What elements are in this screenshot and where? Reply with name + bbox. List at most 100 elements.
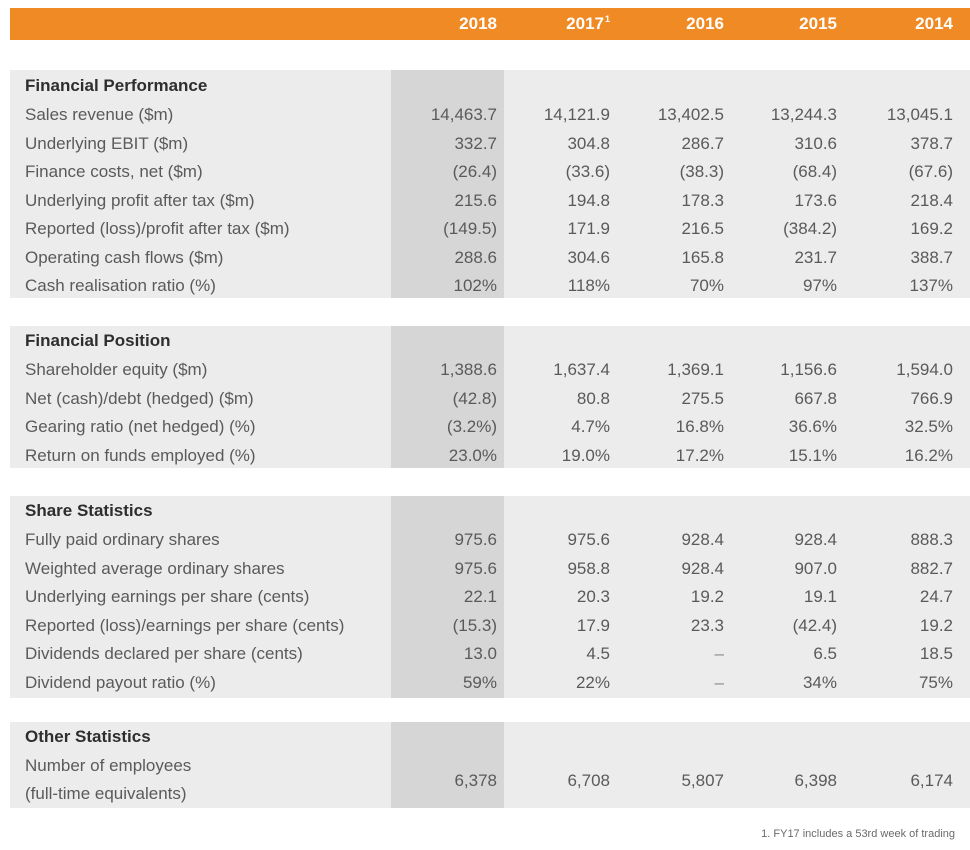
- value-2014: 16.2%: [904, 445, 953, 465]
- value-2014: 378.7: [910, 133, 953, 153]
- row-label: Cash realisation ratio (%): [25, 276, 216, 295]
- value-2014: 6,174: [910, 771, 953, 790]
- row-label: Sales revenue ($m): [25, 105, 174, 124]
- table-row: Underlying earnings per share (cents) 22.…: [10, 583, 970, 611]
- year-header-2017: 20171: [566, 14, 610, 33]
- value-2017: 171.9: [567, 219, 610, 238]
- table-row: Shareholder equity ($m) 1,388.6 1,637.4 1,3…: [10, 356, 970, 384]
- value-2016: 216.5: [681, 219, 724, 238]
- value-2016: 70%: [689, 276, 724, 295]
- table-row: Underlying EBIT ($m) 332.7 304.8 286.7 310.6…: [10, 130, 970, 158]
- value-2014: 75%: [918, 672, 953, 692]
- value-2014: 24.7: [919, 587, 953, 606]
- value-2018: 23.0%: [448, 445, 497, 465]
- value-2015: 6.5: [813, 644, 837, 663]
- value-2016: (38.3): [679, 162, 724, 181]
- value-2016: 5,807: [681, 771, 724, 790]
- row-label: Dividends declared per share (cents): [25, 644, 303, 663]
- table-row: Underlying profit after tax ($m) 215.6 194…: [10, 187, 970, 215]
- value-2014: 1,594.0: [896, 360, 953, 379]
- value-2017: (33.6): [565, 162, 610, 181]
- value-2014: 882.7: [910, 558, 953, 578]
- financial-performance-section: Financial Performance Sales revenue ($m)…: [10, 70, 970, 298]
- value-2014: 218.4: [910, 190, 953, 210]
- value-2017: 4.5: [586, 644, 610, 663]
- financial-position-section: Financial Position Shareholder equity ($…: [10, 326, 970, 468]
- value-2016: 275.5: [681, 388, 724, 408]
- year-header-2015: 2015: [799, 14, 837, 33]
- value-2014: 766.9: [910, 388, 953, 408]
- value-2016: 165.8: [681, 247, 724, 267]
- table-row: Dividend payout ratio (%) 59% 22% – 34% 75%: [10, 669, 970, 697]
- value-2018: 288.6: [454, 247, 497, 267]
- value-2015: 13,244.3: [770, 105, 837, 124]
- value-2016: –: [714, 672, 724, 692]
- value-2015: 310.6: [794, 133, 837, 153]
- value-2017: 1,637.4: [553, 360, 610, 379]
- row-label: Fully paid ordinary shares: [25, 530, 220, 549]
- row-label-line-2: (full-time equivalents): [25, 784, 187, 803]
- value-2017: 958.8: [567, 558, 610, 578]
- value-2018: 22.1: [463, 587, 497, 606]
- table-row: Net (cash)/debt (hedged) ($m) (42.8) 80.8 2…: [10, 385, 970, 413]
- row-label: Operating cash flows ($m): [25, 247, 224, 267]
- year-header-2018: 2018: [459, 14, 497, 33]
- value-2015: 928.4: [794, 530, 837, 549]
- value-2015: 907.0: [794, 558, 837, 578]
- value-2014: (67.6): [908, 162, 953, 181]
- table-row: Return on funds employed (%) 23.0% 19.0% 17…: [10, 442, 970, 470]
- value-2015: 667.8: [794, 388, 837, 408]
- row-label: Shareholder equity ($m): [25, 360, 208, 379]
- section-title: Financial Position: [25, 331, 171, 350]
- value-2018: 6,378: [454, 771, 497, 790]
- year-header-2016: 2016: [686, 14, 724, 33]
- footnote: 1. FY17 includes a 53rd week of trading: [761, 828, 955, 840]
- year-header-bar: 2018 20171 2016 2015 2014: [10, 8, 970, 40]
- value-2016: 1,369.1: [667, 360, 724, 379]
- value-2017: 304.8: [567, 133, 610, 153]
- value-2018: (149.5): [443, 219, 497, 238]
- value-2018: 332.7: [454, 133, 497, 153]
- table-row: Sales revenue ($m) 14,463.7 14,121.9 13,402…: [10, 101, 970, 129]
- value-2017: 22%: [575, 672, 610, 692]
- value-2015: 173.6: [794, 190, 837, 210]
- share-statistics-section: Share Statistics Fully paid ordinary sha…: [10, 496, 970, 698]
- row-label: Underlying profit after tax ($m): [25, 190, 255, 210]
- table-row: Cash realisation ratio (%) 102% 118% 70% 97%…: [10, 272, 970, 300]
- value-2017: 194.8: [567, 190, 610, 210]
- value-2018: 215.6: [454, 190, 497, 210]
- value-2018: (42.8): [452, 388, 497, 408]
- footnote-marker: 1: [604, 14, 610, 24]
- value-2017: 17.9: [576, 615, 610, 635]
- value-2015: 1,156.6: [780, 360, 837, 379]
- value-2016: –: [714, 644, 724, 663]
- value-2018: 975.6: [454, 530, 497, 549]
- value-2016: 17.2%: [675, 445, 724, 465]
- value-2018: 59%: [462, 672, 497, 692]
- value-2014: 137%: [909, 276, 953, 295]
- value-2016: 23.3: [690, 615, 724, 635]
- table-row: Reported (loss)/earnings per share (cent…: [10, 612, 970, 640]
- highlight-column-2018: [391, 722, 504, 808]
- section-title: Financial Performance: [25, 76, 208, 95]
- value-2014: 32.5%: [904, 417, 953, 436]
- value-2017: 19.0%: [561, 445, 610, 465]
- value-2014: 169.2: [910, 219, 953, 238]
- value-2017: 14,121.9: [543, 105, 610, 124]
- value-2017: 20.3: [576, 587, 610, 606]
- value-2016: 16.8%: [675, 417, 724, 436]
- row-label: Underlying EBIT ($m): [25, 133, 189, 153]
- highlight-column-2018: [391, 326, 504, 468]
- table-row: Dividends declared per share (cents) 13.0…: [10, 640, 970, 668]
- row-label: Return on funds employed (%): [25, 445, 256, 465]
- value-2018: 13.0: [463, 644, 497, 663]
- table-row: Fully paid ordinary shares 975.6 975.6 928.…: [10, 526, 970, 554]
- value-2018: 975.6: [454, 558, 497, 578]
- table-row: Gearing ratio (net hedged) (%) (3.2%) 4.7%…: [10, 413, 970, 441]
- value-2018: 14,463.7: [430, 105, 497, 124]
- row-label: Finance costs, net ($m): [25, 162, 203, 181]
- value-2015: 36.6%: [788, 417, 837, 436]
- highlight-column-2018: [391, 70, 504, 298]
- value-2015: 6,398: [794, 771, 837, 790]
- section-title: Share Statistics: [25, 501, 153, 520]
